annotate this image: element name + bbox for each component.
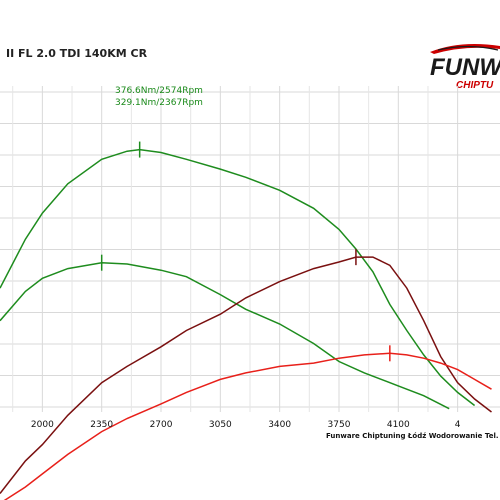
series-line-torque_stock (0, 261, 450, 410)
series-group (0, 148, 492, 500)
x-tick-label: 4 (455, 420, 461, 430)
peak-label-0: 376.6Nm/2574Rpm (115, 86, 203, 96)
x-axis-ticks: 2000 2350 2700 3050 3400 3750 4100 4 (31, 420, 461, 430)
chart-title: II FL 2.0 TDI 140KM CR (6, 47, 148, 60)
x-tick-label: 2700 (150, 420, 173, 430)
brand-logo: FUNW CHIPTU (420, 38, 500, 94)
peak-label-1: 329.1Nm/2367Rpm (115, 98, 203, 108)
x-tick-label: 3050 (209, 420, 232, 430)
series-line-torque_tuned (0, 148, 476, 407)
grid (0, 86, 500, 412)
peak-markers: 376.6Nm/2574Rpm 329.1Nm/2367Rpm (100, 86, 391, 362)
x-tick-label: 2000 (31, 420, 54, 430)
series-line-power_stock (3, 352, 492, 500)
logo-sub-text: CHIPTU (456, 80, 494, 91)
x-tick-label: 2350 (90, 420, 113, 430)
footer-text: Funware Chiptuning Łódź Wodorowanie Tel.… (326, 432, 500, 440)
x-tick-label: 4100 (387, 420, 410, 430)
logo-brand-text: FUNW (430, 54, 500, 81)
x-tick-label: 3750 (328, 420, 351, 430)
series-line-power_tuned (0, 256, 492, 494)
funware-logo-icon: FUNW CHIPTU (430, 44, 500, 91)
x-tick-label: 3400 (268, 420, 291, 430)
